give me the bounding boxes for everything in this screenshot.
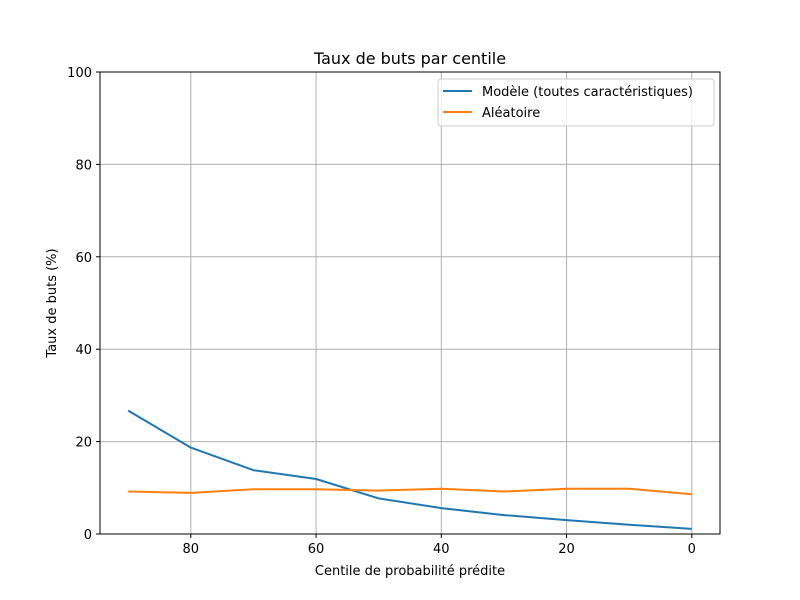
legend-box	[437, 78, 715, 127]
y-tick-label: 20	[75, 436, 92, 451]
series-line-1	[127, 409, 692, 530]
x-axis-ticks: 80 60 40 20 0	[183, 534, 696, 557]
y-tick-label: 0	[84, 528, 92, 543]
x-tick-label: 0	[688, 542, 696, 557]
x-tick-label: 80	[183, 542, 200, 557]
grid-lines	[100, 71, 720, 535]
x-axis-title: Centile de probabilité prédite	[315, 564, 505, 579]
x-tick-label: 20	[558, 542, 575, 557]
series-line-2	[128, 487, 692, 496]
y-axis-title: Taux de buts (%)	[45, 248, 60, 358]
legend: Modèle (toutes caractéristiques) Aléatoir…	[437, 78, 715, 127]
y-tick-label: 80	[75, 158, 92, 173]
legend-label: Modèle (toutes caractéristiques)	[482, 85, 693, 100]
series-lines	[127, 409, 692, 530]
y-axis-ticks: 0 20 40 60 80 100	[67, 66, 100, 543]
x-tick-label: 60	[308, 542, 325, 557]
y-tick-label: 40	[75, 343, 92, 358]
legend-label: Aléatoire	[482, 106, 540, 121]
plot-frame	[99, 71, 721, 535]
y-tick-label: 60	[75, 251, 92, 266]
chart-title: Taux de buts par centile	[313, 49, 506, 68]
y-tick-label: 100	[67, 66, 92, 81]
x-tick-label: 40	[433, 542, 450, 557]
